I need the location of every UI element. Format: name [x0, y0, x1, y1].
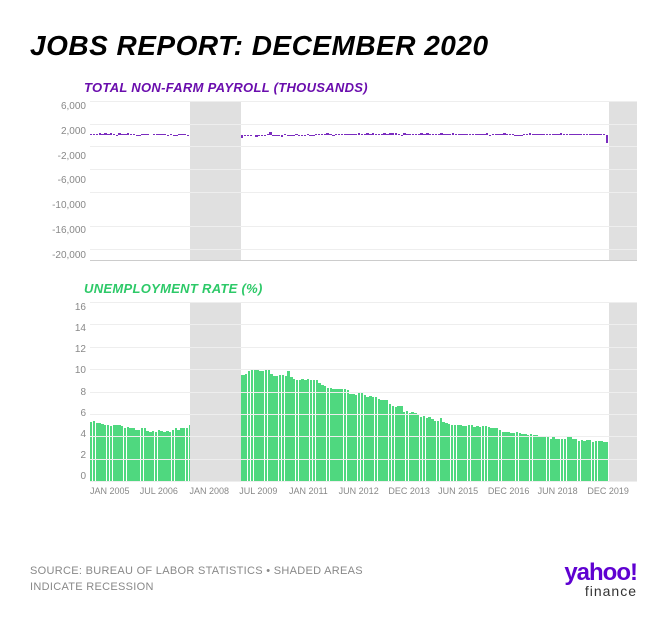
unemployment-chart-title: UNEMPLOYMENT RATE (%) [84, 281, 637, 296]
yahoo-finance-logo: yahoo! finance [564, 559, 637, 599]
x-axis-label: JUN 2018 [538, 486, 588, 496]
payroll-chart-title: TOTAL NON-FARM PAYROLL (THOUSANDS) [84, 80, 637, 95]
x-axis-label: JUL 2006 [140, 486, 190, 496]
x-axis: JAN 2005JUL 2006JAN 2008JUL 2009JAN 2011… [90, 486, 637, 496]
unemployment-chart: UNEMPLOYMENT RATE (%) 1614121086420 JAN … [50, 281, 637, 496]
unemployment-plot [90, 302, 637, 482]
payroll-plot [90, 101, 637, 261]
x-axis-label: DEC 2019 [587, 486, 637, 496]
payroll-y-axis: 6,0002,000-2,000-6,000-10,000-16,000-20,… [50, 101, 90, 261]
x-axis-label: JUN 2012 [339, 486, 389, 496]
x-axis-label: JAN 2008 [189, 486, 239, 496]
x-axis-label: JUL 2009 [239, 486, 289, 496]
source-text: SOURCE: BUREAU OF LABOR STATISTICS • SHA… [30, 563, 390, 596]
payroll-chart: TOTAL NON-FARM PAYROLL (THOUSANDS) 6,000… [50, 80, 637, 261]
payroll-bar [250, 135, 252, 136]
page-title: JOBS REPORT: DECEMBER 2020 [30, 30, 637, 62]
x-axis-label: JAN 2005 [90, 486, 140, 496]
x-axis-label: DEC 2016 [488, 486, 538, 496]
unemployment-y-axis: 1614121086420 [50, 302, 90, 482]
x-axis-label: DEC 2013 [388, 486, 438, 496]
footer: SOURCE: BUREAU OF LABOR STATISTICS • SHA… [30, 559, 637, 599]
x-axis-label: JAN 2011 [289, 486, 339, 496]
payroll-bar [281, 135, 283, 137]
payroll-bar [258, 135, 260, 136]
x-axis-label: JUN 2015 [438, 486, 488, 496]
